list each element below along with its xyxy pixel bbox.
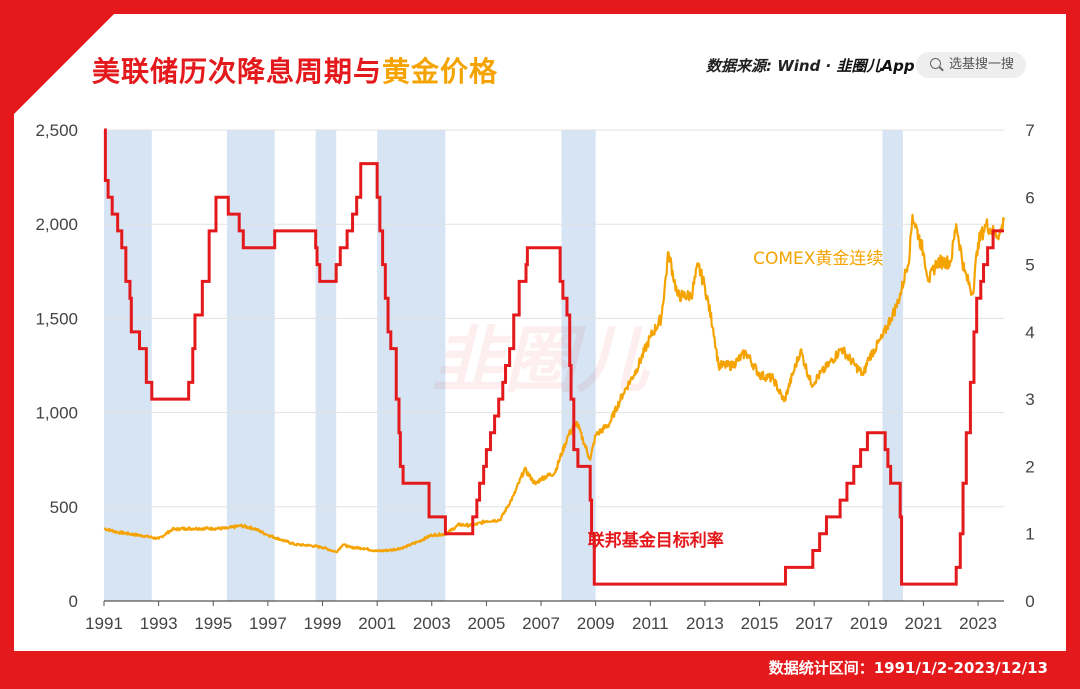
series xyxy=(103,128,1006,586)
x-tick-label: 2023 xyxy=(959,614,997,633)
y-right-tick-label: 2 xyxy=(1025,457,1034,476)
search-placeholder: 选基搜一搜 xyxy=(949,57,1015,72)
data-source: 数据来源: Wind · 韭圈儿App xyxy=(706,55,915,76)
page-title: 美联储历次降息周期与黄金价格 xyxy=(92,50,498,90)
title-main: 美联储历次降息周期与 xyxy=(92,55,383,88)
x-tick-label: 1995 xyxy=(194,614,232,633)
gold-series-label: COMEX黄金连续 xyxy=(753,249,883,269)
x-tick-label: 2009 xyxy=(577,614,615,633)
search-box[interactable]: 选基搜一搜 xyxy=(916,52,1026,78)
rate-cut-band xyxy=(561,130,596,601)
search-icon xyxy=(930,58,941,69)
gold-price-line xyxy=(103,213,1006,554)
x-tick-label: 2015 xyxy=(741,614,779,633)
title-highlight: 黄金价格 xyxy=(382,55,499,88)
x-tick-label: 2013 xyxy=(686,614,724,633)
y-left-tick-label: 2,500 xyxy=(35,121,78,140)
x-tick-label: 2007 xyxy=(522,614,560,633)
y-right-tick-label: 4 xyxy=(1025,323,1034,342)
axes: 0 500 1,000 1,500 2,000 2,500 0 1 2 3 4 5 6 7 1991 1993… xyxy=(35,121,1034,633)
x-tick-label: 2003 xyxy=(413,614,451,633)
grid-lines xyxy=(104,129,1004,508)
rate-cut-band xyxy=(377,130,446,601)
x-tick-label: 1999 xyxy=(304,614,342,633)
x-tick-label: 2001 xyxy=(358,614,396,633)
y-right-tick-label: 1 xyxy=(1025,525,1034,544)
y-left-tick-label: 1,500 xyxy=(35,309,78,328)
x-tick-label: 2019 xyxy=(850,614,888,633)
x-tick-label: 2011 xyxy=(632,614,669,633)
rate-cut-band xyxy=(882,130,903,601)
x-tick-label: 1991 xyxy=(85,614,123,633)
fed-rate-line xyxy=(103,128,1004,586)
x-tick-label: 1997 xyxy=(249,614,287,633)
date-range: 数据统计区间：1991/1/2-2023/12/13 xyxy=(768,659,1048,677)
x-tick-label: 1993 xyxy=(140,614,178,633)
y-left-tick-label: 1,000 xyxy=(35,404,78,423)
y-left-tick-label: 2,000 xyxy=(35,215,78,234)
y-left-tick-label: 0 xyxy=(69,592,78,611)
rate-cut-band xyxy=(226,130,275,601)
y-left-tick-label: 500 xyxy=(50,498,78,517)
x-tick-label: 2017 xyxy=(795,614,833,633)
y-right-tick-label: 0 xyxy=(1025,592,1034,611)
y-right-tick-label: 7 xyxy=(1025,121,1034,140)
brand-logo: 韭圈儿App xyxy=(836,57,915,75)
y-right-tick-label: 5 xyxy=(1025,256,1034,275)
watermark: 韭圈儿 xyxy=(432,318,651,402)
rate-cut-band xyxy=(315,130,337,601)
rate-series-label: 联邦基金目标利率 xyxy=(588,530,724,551)
rate-cut-bands xyxy=(104,130,903,601)
y-right-tick-label: 6 xyxy=(1025,188,1034,207)
source-label: 数据来源: Wind · xyxy=(706,57,837,75)
x-tick-label: 2005 xyxy=(467,614,505,633)
y-right-tick-label: 3 xyxy=(1025,390,1034,409)
corner-decoration xyxy=(14,14,114,114)
x-tick-label: 2021 xyxy=(905,614,943,633)
